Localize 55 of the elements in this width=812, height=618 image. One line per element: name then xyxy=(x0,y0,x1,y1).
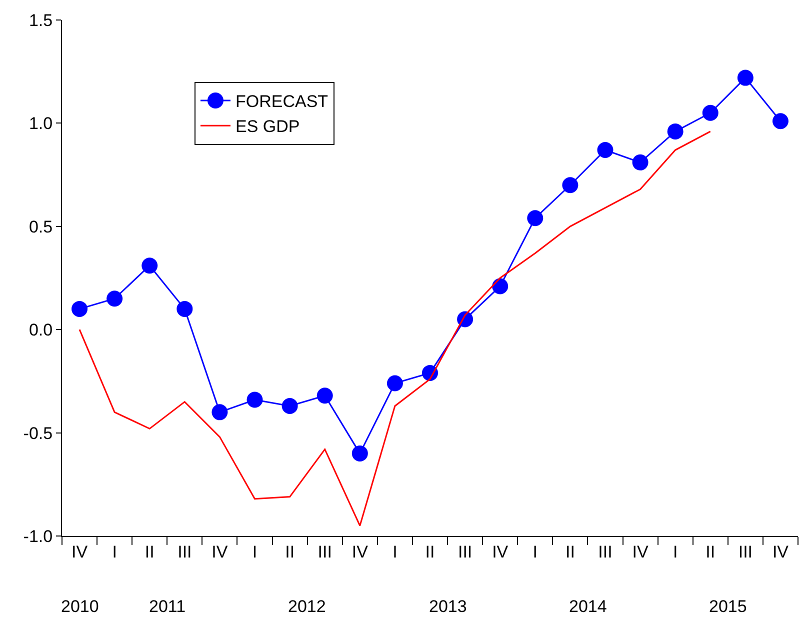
x-tick-label: II xyxy=(144,542,154,562)
text: 2012 xyxy=(288,597,326,616)
point xyxy=(737,70,754,86)
x-tick-label: I xyxy=(392,542,398,562)
y-tick-label: 0.0 xyxy=(28,320,53,340)
point xyxy=(632,154,648,170)
x-tick-label: I xyxy=(532,542,538,562)
y-tick-label: 1.5 xyxy=(28,10,53,30)
x-tick-label: IV xyxy=(772,542,790,562)
point xyxy=(492,278,508,294)
point xyxy=(72,300,88,317)
point xyxy=(352,445,368,462)
x-tick-label: I xyxy=(112,542,117,562)
x-tick-label: IV xyxy=(352,542,369,562)
x-tick-label: III xyxy=(598,542,612,562)
x-tick-label: IV xyxy=(212,542,228,562)
point xyxy=(246,392,263,408)
point xyxy=(562,177,578,194)
x-tick-label: III xyxy=(318,542,332,562)
x-tick-label: IV xyxy=(71,542,88,562)
x-tick-label: I xyxy=(252,542,258,562)
y-tick-label: -1.0 xyxy=(23,526,53,546)
point xyxy=(176,300,193,317)
point xyxy=(386,375,403,392)
text: 2013 xyxy=(429,597,467,616)
x-tick-label: II xyxy=(425,542,435,562)
point xyxy=(667,123,684,140)
point xyxy=(142,258,158,274)
point xyxy=(212,404,228,420)
point xyxy=(282,398,298,414)
point xyxy=(106,290,123,307)
text: 2010 xyxy=(61,597,99,616)
legend-label: FORECAST xyxy=(235,92,328,112)
point xyxy=(597,142,614,158)
line-series xyxy=(78,130,712,526)
y-tick-label: 0.5 xyxy=(28,217,53,236)
y-tick-label: -0.5 xyxy=(23,424,53,443)
y-tick-label: 1.0 xyxy=(28,114,53,134)
text: 2011 xyxy=(149,597,186,616)
x-tick-label: II xyxy=(706,542,716,562)
point xyxy=(316,388,333,404)
point xyxy=(527,210,544,226)
x-tick-label: III xyxy=(458,542,472,562)
x-tick-label: III xyxy=(738,542,753,562)
text: 2014 xyxy=(569,597,607,616)
text: 2015 xyxy=(709,597,747,616)
x-tick-label: III xyxy=(178,542,192,562)
x-tick-label: II xyxy=(565,542,575,562)
point xyxy=(772,113,788,130)
x-tick-label: IV xyxy=(492,542,509,562)
x-tick-label: I xyxy=(672,542,678,562)
x-tick-label: II xyxy=(285,542,295,562)
point xyxy=(702,104,718,121)
x-tick-label: IV xyxy=(632,542,649,562)
legend-label: ES GDP xyxy=(235,117,300,136)
